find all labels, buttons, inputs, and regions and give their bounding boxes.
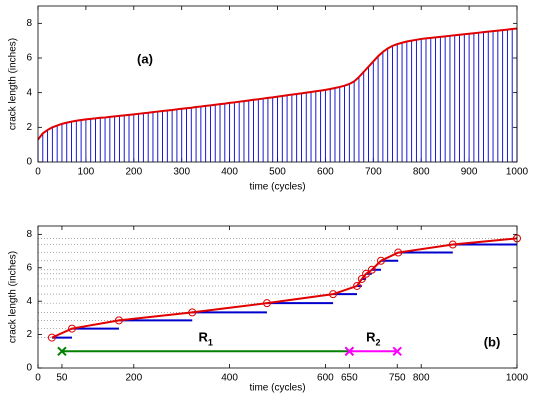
point [357,274,366,283]
y-axis-label: crack length (inches) [8,38,19,130]
x-tick-label: 800 [413,167,430,178]
point [262,299,271,308]
y-tick-label: 8 [26,229,32,240]
x-tick-label: 1000 [506,167,529,178]
region-name: R [198,329,208,344]
y-axis-label: crack length (inches) [8,251,19,343]
y-tick-label: 6 [26,53,32,64]
region-name: R [366,329,376,344]
point [329,290,338,299]
axes-box [37,225,518,369]
x-axis-label: time (cycles) [249,383,305,394]
y-tick-label: 2 [26,329,32,340]
point [68,324,77,333]
x-tick-label: 700 [365,167,382,178]
curve [37,27,518,141]
x-tick-label: 500 [269,167,286,178]
y-tick-label: 0 [26,363,32,374]
region-label: R1 [198,329,212,347]
region-marker [392,346,402,357]
y-tick-label: 4 [26,296,32,307]
x-tick-label: 400 [221,167,238,178]
y-tick-label: 6 [26,262,32,273]
y-tick-label: 4 [26,87,32,98]
region-marker [344,346,355,357]
x-tick-label: 1000 [506,373,529,384]
x-tick-label: 300 [173,167,190,178]
x-tick-label: 800 [413,373,430,384]
x-tick-label: 200 [125,373,142,384]
x-axis-label: time (cycles) [249,182,305,193]
x-tick-label: 200 [125,167,142,178]
point [448,240,457,249]
panel-label: (a) [137,51,153,66]
panel-label: (b) [484,334,501,349]
y-tick-label: 0 [26,157,32,168]
point [376,256,385,265]
region-label: R2 [366,329,380,347]
plot-area [38,226,517,368]
x-tick-label: 600 [317,167,334,178]
point [362,269,371,278]
x-tick-label: 750 [389,373,406,384]
x-tick-label: 600 [317,373,334,384]
x-tick-label: 900 [461,167,478,178]
axes-box [37,5,518,163]
point [353,281,362,290]
point [47,333,56,342]
y-tick-label: 8 [26,18,32,29]
point [188,308,197,317]
region-marker [57,346,67,357]
x-tick-label: 400 [221,373,238,384]
x-tick-label: 0 [35,373,41,384]
point [394,248,403,257]
point [114,316,123,325]
x-tick-label: 0 [35,167,41,178]
x-tick-label: 50 [56,373,68,384]
region-subscript: 2 [375,337,380,347]
region-subscript: 1 [208,337,213,347]
x-tick-label: 650 [341,373,358,384]
point [367,265,376,274]
x-tick-label: 100 [78,167,95,178]
y-tick-label: 2 [26,122,32,133]
